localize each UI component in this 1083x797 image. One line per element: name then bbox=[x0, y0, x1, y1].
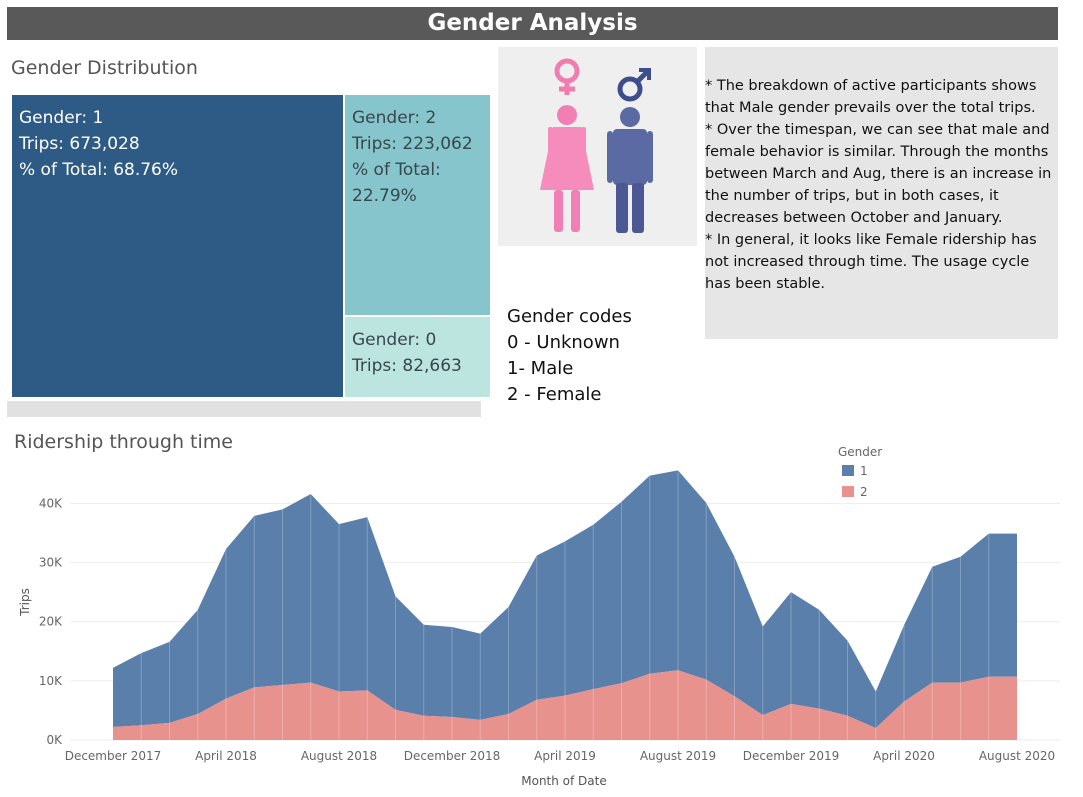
ridership-area-chart: Ridership through time December 2017 Apri… bbox=[14, 431, 1060, 788]
x-tick-label: August 2019 bbox=[640, 749, 716, 763]
x-axis-title: Month of Date bbox=[521, 774, 607, 788]
legend-swatch-2 bbox=[842, 486, 854, 497]
x-tick-label: August 2020 bbox=[979, 749, 1055, 763]
cell-trips-label: Trips: 673,028 bbox=[19, 134, 140, 154]
cell-gender-label: Gender: 1 bbox=[19, 108, 104, 128]
chart-legend: Gender 1 2 bbox=[838, 445, 882, 499]
code-item: 0 - Unknown bbox=[507, 332, 620, 353]
y-axis-title: Trips bbox=[18, 588, 32, 617]
page-title: Gender Analysis bbox=[7, 7, 1058, 40]
distribution-title: Gender Distribution bbox=[11, 57, 198, 79]
gender-codes-legend: Gender codes 0 - Unknown 1- Male 2 - Fem… bbox=[507, 304, 632, 408]
area-series-gender-1[interactable] bbox=[113, 470, 1017, 729]
codes-title: Gender codes bbox=[507, 306, 632, 327]
notes-panel: * The breakdown of active participants s… bbox=[705, 47, 1058, 339]
cell-gender-label: Gender: 2 bbox=[352, 108, 437, 128]
legend-swatch-1 bbox=[842, 465, 854, 476]
note-line: * The breakdown of active participants s… bbox=[705, 78, 1037, 116]
chart-title: Ridership through time bbox=[14, 431, 233, 453]
female-figure-icon bbox=[540, 58, 594, 232]
cell-trips-label: Trips: 82,663 bbox=[352, 356, 462, 376]
cell-gender-label: Gender: 0 bbox=[352, 330, 437, 350]
y-tick-label: 30K bbox=[39, 556, 63, 570]
y-tick-label: 0K bbox=[46, 733, 63, 747]
cell-trips-label: Trips: 223,062 bbox=[352, 134, 473, 154]
area-series-gender-2[interactable] bbox=[113, 670, 1017, 740]
x-tick-label: December 2019 bbox=[743, 749, 840, 763]
x-tick-label: April 2019 bbox=[534, 749, 596, 763]
gender-icons-image bbox=[498, 47, 697, 246]
cell-pct-label: % of Total: bbox=[352, 160, 441, 180]
treemap-cell-gender-2[interactable]: Gender: 2 Trips: 223,062 % of Total: 22.… bbox=[345, 95, 490, 315]
note-line: * In general, it looks like Female rider… bbox=[705, 232, 1037, 292]
legend-label-2: 2 bbox=[860, 485, 868, 499]
treemap-cell-gender-1[interactable]: Gender: 1 Trips: 673,028 % of Total: 68.… bbox=[12, 95, 343, 397]
y-tick-label: 40K bbox=[39, 496, 63, 510]
cell-pct-value: 22.79% bbox=[352, 186, 417, 206]
legend-label-1: 1 bbox=[860, 464, 868, 478]
y-tick-label: 20K bbox=[39, 615, 63, 629]
y-tick-label: 10K bbox=[39, 674, 63, 688]
male-figure-icon bbox=[607, 68, 653, 233]
code-item: 2 - Female bbox=[507, 384, 602, 405]
code-item: 1- Male bbox=[507, 358, 574, 379]
x-tick-label: December 2018 bbox=[404, 749, 501, 763]
x-tick-label: April 2018 bbox=[195, 749, 257, 763]
cell-pct-label: % of Total: 68.76% bbox=[19, 160, 179, 180]
legend-title: Gender bbox=[838, 445, 882, 459]
x-tick-label: December 2017 bbox=[65, 749, 162, 763]
horizontal-scrollbar[interactable] bbox=[7, 401, 481, 417]
x-tick-label: August 2018 bbox=[301, 749, 377, 763]
treemap-cell-gender-0[interactable]: Gender: 0 Trips: 82,663 bbox=[345, 317, 490, 397]
note-line: * Over the timespan, we can see that mal… bbox=[705, 122, 1052, 226]
x-tick-label: April 2020 bbox=[873, 749, 935, 763]
